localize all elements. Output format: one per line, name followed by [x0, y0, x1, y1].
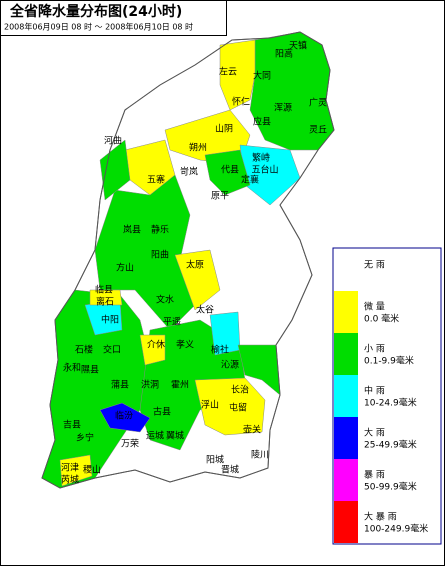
county-label: 浑源: [274, 103, 292, 114]
county-label: 介休: [147, 339, 165, 351]
rain-region: [99, 402, 151, 433]
county-label: 永和: [63, 362, 81, 374]
rain-region: [99, 139, 131, 201]
legend-swatch: [334, 291, 358, 333]
legend-swatch: [334, 501, 358, 543]
legend-name: 暴 雨: [364, 470, 385, 481]
county-label: 左云: [219, 66, 237, 78]
county-label: 临县: [95, 284, 113, 296]
legend-swatch: [334, 375, 358, 417]
county-label: 万荣: [121, 438, 139, 450]
rain-region: [219, 39, 256, 111]
county-label: 陵川: [251, 450, 269, 461]
county-label: 晋城: [221, 465, 239, 476]
county-label: 定襄: [241, 174, 259, 186]
county-label: 阳城: [206, 455, 224, 466]
rain-region: [59, 454, 93, 487]
county-label: 石楼: [75, 344, 93, 356]
county-label: 榆社: [211, 344, 229, 356]
rain-region: [139, 334, 166, 366]
county-label: 交口: [103, 344, 121, 356]
county-label: 应县: [253, 116, 271, 128]
legend-name: 大 雨: [364, 427, 385, 439]
county-label: 吉县: [63, 420, 81, 431]
county-label: 怀仁: [232, 96, 250, 108]
county-label: 洪洞: [141, 379, 159, 391]
legend-name: 无 雨: [364, 260, 385, 271]
county-label: 屯留: [229, 402, 247, 414]
rain-region: [174, 249, 221, 311]
county-label: 繁峙: [252, 152, 270, 164]
legend-range: 0.1-9.9毫米: [364, 355, 414, 367]
county-label: 中阳: [101, 314, 119, 326]
county-label: 文水: [156, 294, 174, 306]
legend-range: 50-99.9毫米: [364, 481, 417, 493]
subtitle: 2008年06月09日 08 时 ～ 2008年06月10日 08 时: [4, 22, 193, 32]
county-label: 霍州: [171, 380, 189, 391]
county-label: 长治: [231, 384, 249, 396]
county-label: 静乐: [151, 224, 169, 236]
county-label: 阳曲: [151, 250, 169, 261]
county-label: 壶关: [243, 424, 261, 436]
county-label: 山阴: [215, 124, 233, 135]
county-label: 河津: [61, 462, 79, 474]
county-label: 大同: [253, 70, 271, 82]
county-label: 代县: [221, 165, 239, 176]
county-label: 方山: [116, 262, 134, 274]
county-label: 运城: [146, 431, 164, 442]
county-label: 灵丘: [309, 125, 327, 136]
county-label: 乡宁: [76, 432, 94, 444]
county-label: 蒲县: [111, 379, 129, 391]
rain-region: [194, 377, 266, 436]
legend-range: 100-249.9毫米: [364, 523, 428, 535]
legend-range: 10-24.9毫米: [364, 397, 417, 409]
county-label: 原平: [211, 191, 229, 202]
rain-region: [89, 289, 123, 306]
county-label: 临汾: [115, 410, 133, 422]
legend-name: 大 暴 雨: [364, 511, 397, 523]
county-label: 五寨: [147, 174, 165, 186]
county-label: 稷山: [83, 465, 101, 476]
county-label: 隰县: [81, 365, 99, 376]
county-label: 岚县: [123, 225, 141, 236]
county-label: 河曲: [104, 135, 122, 147]
county-label: 太谷: [196, 304, 214, 316]
county-label: 平遥: [163, 316, 181, 328]
legend-swatch: [334, 333, 358, 375]
county-label: 广灵: [309, 97, 327, 109]
legend-swatch: [334, 249, 358, 291]
legend-name: 小 雨: [364, 344, 385, 355]
county-label: 沁源: [221, 360, 239, 371]
county-label: 离石: [96, 296, 114, 308]
county-label: 孝义: [176, 340, 194, 351]
legend-range: 0.0 毫米: [364, 313, 399, 325]
county-label: 天镇: [289, 40, 307, 52]
county-label: 阳高: [275, 48, 293, 60]
legend-swatch: [334, 459, 358, 501]
legend-name: 中 雨: [364, 385, 385, 397]
county-label: 朔州: [189, 142, 207, 154]
county-label: 翼城: [166, 431, 184, 442]
title: 全省降水量分布图(24小时): [9, 3, 182, 20]
county-label: 浮山: [201, 399, 219, 411]
county-label: 五台山: [251, 164, 278, 176]
county-label: 岢岚: [180, 167, 198, 178]
county-label: 芮城: [61, 474, 79, 486]
county-label: 古县: [153, 406, 171, 418]
rain-region: [237, 344, 281, 396]
title-box: [0, 0, 227, 36]
province-border: [41, 31, 335, 489]
rain-region: [204, 149, 251, 196]
legend-range: 25-49.9毫米: [364, 439, 417, 451]
legend-swatch: [334, 417, 358, 459]
legend-name: 微 量: [364, 301, 385, 313]
county-label: 太原: [186, 259, 204, 271]
